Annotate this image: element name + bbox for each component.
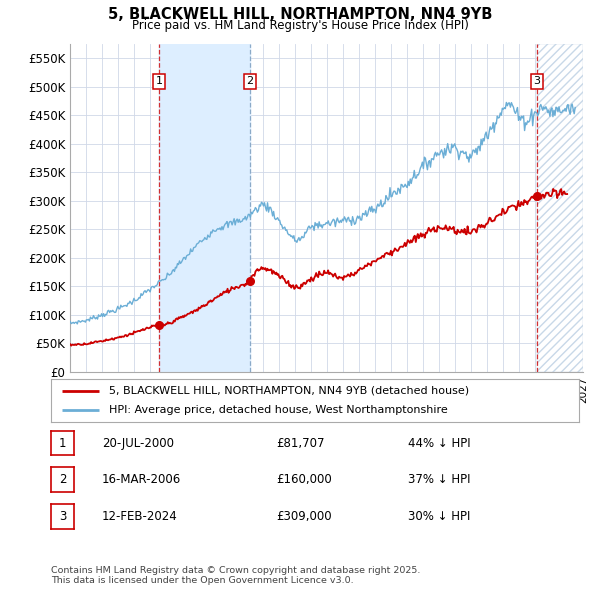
Text: 3: 3 bbox=[59, 510, 66, 523]
Text: 37% ↓ HPI: 37% ↓ HPI bbox=[408, 473, 470, 486]
Text: 2: 2 bbox=[59, 473, 66, 486]
Text: Price paid vs. HM Land Registry's House Price Index (HPI): Price paid vs. HM Land Registry's House … bbox=[131, 19, 469, 32]
Text: Contains HM Land Registry data © Crown copyright and database right 2025.
This d: Contains HM Land Registry data © Crown c… bbox=[51, 566, 421, 585]
Text: HPI: Average price, detached house, West Northamptonshire: HPI: Average price, detached house, West… bbox=[109, 405, 448, 415]
Text: 16-MAR-2006: 16-MAR-2006 bbox=[102, 473, 181, 486]
Text: 5, BLACKWELL HILL, NORTHAMPTON, NN4 9YB (detached house): 5, BLACKWELL HILL, NORTHAMPTON, NN4 9YB … bbox=[109, 386, 469, 396]
Text: 5, BLACKWELL HILL, NORTHAMPTON, NN4 9YB: 5, BLACKWELL HILL, NORTHAMPTON, NN4 9YB bbox=[108, 7, 492, 22]
Text: 44% ↓ HPI: 44% ↓ HPI bbox=[408, 437, 470, 450]
Text: 1: 1 bbox=[59, 437, 66, 450]
Text: 30% ↓ HPI: 30% ↓ HPI bbox=[408, 510, 470, 523]
Text: 3: 3 bbox=[533, 76, 541, 86]
Text: £160,000: £160,000 bbox=[276, 473, 332, 486]
Text: 12-FEB-2024: 12-FEB-2024 bbox=[102, 510, 178, 523]
Text: £309,000: £309,000 bbox=[276, 510, 332, 523]
Text: 20-JUL-2000: 20-JUL-2000 bbox=[102, 437, 174, 450]
Text: £81,707: £81,707 bbox=[276, 437, 325, 450]
Text: 1: 1 bbox=[155, 76, 163, 86]
Text: 2: 2 bbox=[247, 76, 253, 86]
